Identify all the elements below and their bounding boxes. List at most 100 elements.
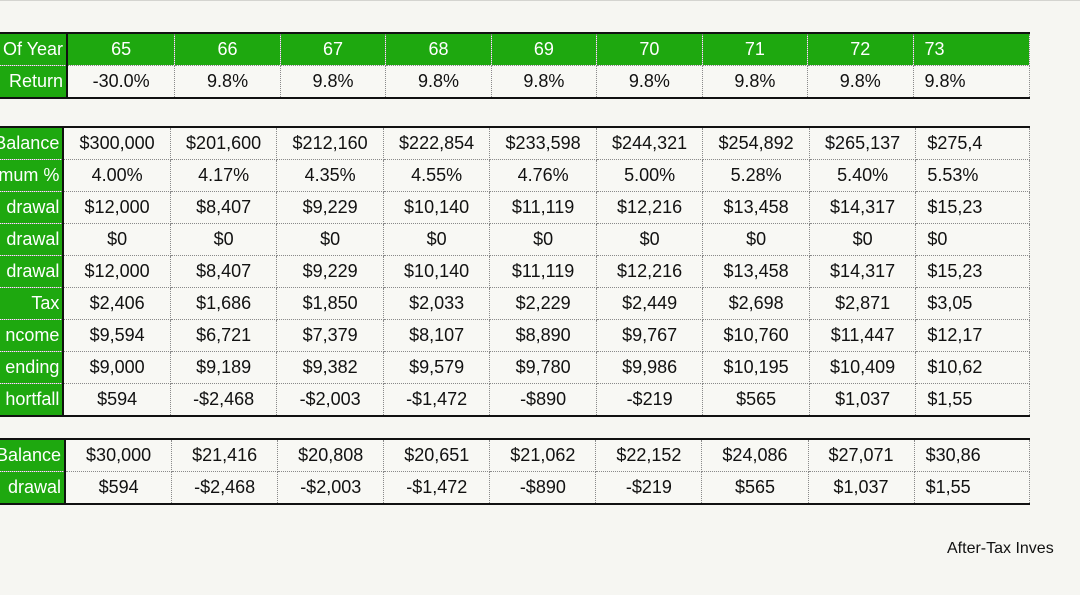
return-cell[interactable]: 9.8%	[279, 65, 387, 99]
value-cell[interactable]: $212,160	[276, 126, 384, 160]
value-cell[interactable]: 4.00%	[62, 159, 171, 192]
value-cell[interactable]: $27,071	[807, 438, 915, 472]
value-cell[interactable]: $9,780	[489, 351, 597, 384]
value-cell[interactable]: $12,216	[595, 255, 704, 288]
age-cell[interactable]: 67	[279, 32, 387, 66]
value-cell[interactable]: $594	[64, 471, 173, 505]
value-cell[interactable]: $222,854	[382, 126, 491, 160]
value-cell[interactable]: $9,594	[62, 319, 171, 352]
value-cell[interactable]: $265,137	[808, 126, 917, 160]
value-cell[interactable]: 5.40%	[808, 159, 917, 192]
value-cell[interactable]: -$2,468	[169, 383, 278, 417]
return-cell[interactable]: 9.8%	[807, 65, 914, 99]
value-cell[interactable]: $30,000	[64, 438, 173, 472]
value-cell[interactable]: $12,000	[62, 255, 171, 288]
value-cell[interactable]: $1,55	[913, 471, 1031, 505]
value-cell[interactable]: $3,05	[915, 287, 1030, 320]
value-cell[interactable]: $8,407	[169, 191, 278, 224]
value-cell[interactable]: 4.17%	[169, 159, 278, 192]
value-cell[interactable]: $1,850	[276, 287, 384, 320]
value-cell[interactable]: -$2,003	[276, 383, 384, 417]
value-cell[interactable]: -$890	[489, 471, 597, 505]
value-cell[interactable]: $233,598	[489, 126, 597, 160]
value-cell[interactable]: -$219	[595, 383, 704, 417]
value-cell[interactable]: $9,579	[382, 351, 491, 384]
value-cell[interactable]: $13,458	[702, 255, 810, 288]
value-cell[interactable]: $11,447	[808, 319, 917, 352]
value-cell[interactable]: $594	[62, 383, 171, 417]
age-cell[interactable]: 70	[596, 32, 703, 66]
value-cell[interactable]: 4.76%	[489, 159, 597, 192]
value-cell[interactable]: $0	[915, 223, 1030, 256]
value-cell[interactable]: $9,229	[276, 255, 384, 288]
value-cell[interactable]: $244,321	[595, 126, 704, 160]
return-cell[interactable]: 9.8%	[596, 65, 703, 99]
age-cell[interactable]: 69	[490, 32, 598, 66]
value-cell[interactable]: $0	[489, 223, 597, 256]
value-cell[interactable]: $20,808	[277, 438, 385, 472]
value-cell[interactable]: -$1,472	[383, 471, 491, 505]
return-cell[interactable]: 9.8%	[701, 65, 809, 99]
value-cell[interactable]: $10,409	[808, 351, 917, 384]
value-cell[interactable]: -$1,472	[382, 383, 491, 417]
age-cell[interactable]: 68	[385, 32, 492, 66]
value-cell[interactable]: $0	[62, 223, 171, 256]
value-cell[interactable]: $0	[595, 223, 704, 256]
value-cell[interactable]: $1,037	[808, 383, 917, 417]
value-cell[interactable]: $300,000	[62, 126, 171, 160]
value-cell[interactable]: $1,55	[915, 383, 1030, 417]
value-cell[interactable]: $0	[169, 223, 278, 256]
value-cell[interactable]: $8,890	[489, 319, 597, 352]
age-cell[interactable]: 66	[174, 32, 281, 66]
value-cell[interactable]: $0	[808, 223, 917, 256]
value-cell[interactable]: $1,686	[169, 287, 278, 320]
value-cell[interactable]: $254,892	[702, 126, 810, 160]
value-cell[interactable]: $30,86	[913, 438, 1031, 472]
age-cell[interactable]: 73	[912, 32, 1031, 66]
value-cell[interactable]: $8,107	[382, 319, 491, 352]
value-cell[interactable]: -$219	[595, 471, 703, 505]
value-cell[interactable]: $10,760	[702, 319, 810, 352]
value-cell[interactable]: $275,4	[915, 126, 1030, 160]
value-cell[interactable]: $12,216	[595, 191, 704, 224]
value-cell[interactable]: $9,986	[595, 351, 704, 384]
value-cell[interactable]: $21,062	[489, 438, 597, 472]
value-cell[interactable]: 4.55%	[382, 159, 491, 192]
value-cell[interactable]: $10,140	[382, 191, 491, 224]
value-cell[interactable]: $2,406	[62, 287, 171, 320]
value-cell[interactable]: $9,382	[276, 351, 384, 384]
value-cell[interactable]: $12,000	[62, 191, 171, 224]
age-cell[interactable]: 72	[807, 32, 914, 66]
value-cell[interactable]: $21,416	[171, 438, 279, 472]
value-cell[interactable]: $11,119	[489, 255, 597, 288]
value-cell[interactable]: 5.00%	[595, 159, 704, 192]
value-cell[interactable]: $7,379	[276, 319, 384, 352]
value-cell[interactable]: $201,600	[169, 126, 278, 160]
value-cell[interactable]: 4.35%	[276, 159, 384, 192]
return-cell[interactable]: 9.8%	[385, 65, 492, 99]
value-cell[interactable]: $24,086	[701, 438, 809, 472]
value-cell[interactable]: $10,62	[915, 351, 1030, 384]
value-cell[interactable]: $1,037	[807, 471, 915, 505]
value-cell[interactable]: $10,140	[382, 255, 491, 288]
value-cell[interactable]: 5.53%	[915, 159, 1030, 192]
value-cell[interactable]: $11,119	[489, 191, 597, 224]
value-cell[interactable]: -$890	[489, 383, 597, 417]
value-cell[interactable]: $2,449	[595, 287, 704, 320]
value-cell[interactable]: $2,229	[489, 287, 597, 320]
value-cell[interactable]: $9,767	[595, 319, 704, 352]
return-cell[interactable]: -30.0%	[66, 65, 176, 99]
value-cell[interactable]: $12,17	[915, 319, 1030, 352]
value-cell[interactable]: $6,721	[169, 319, 278, 352]
value-cell[interactable]: $565	[701, 471, 809, 505]
return-cell[interactable]: 9.8%	[174, 65, 281, 99]
age-cell[interactable]: 71	[701, 32, 809, 66]
value-cell[interactable]: $0	[276, 223, 384, 256]
value-cell[interactable]: $0	[382, 223, 491, 256]
value-cell[interactable]: $10,195	[702, 351, 810, 384]
sheet-tab-label[interactable]: After-Tax Inves	[947, 540, 1054, 557]
value-cell[interactable]: $9,229	[276, 191, 384, 224]
value-cell[interactable]: $2,698	[702, 287, 810, 320]
value-cell[interactable]: $15,23	[915, 191, 1030, 224]
value-cell[interactable]: -$2,003	[277, 471, 385, 505]
